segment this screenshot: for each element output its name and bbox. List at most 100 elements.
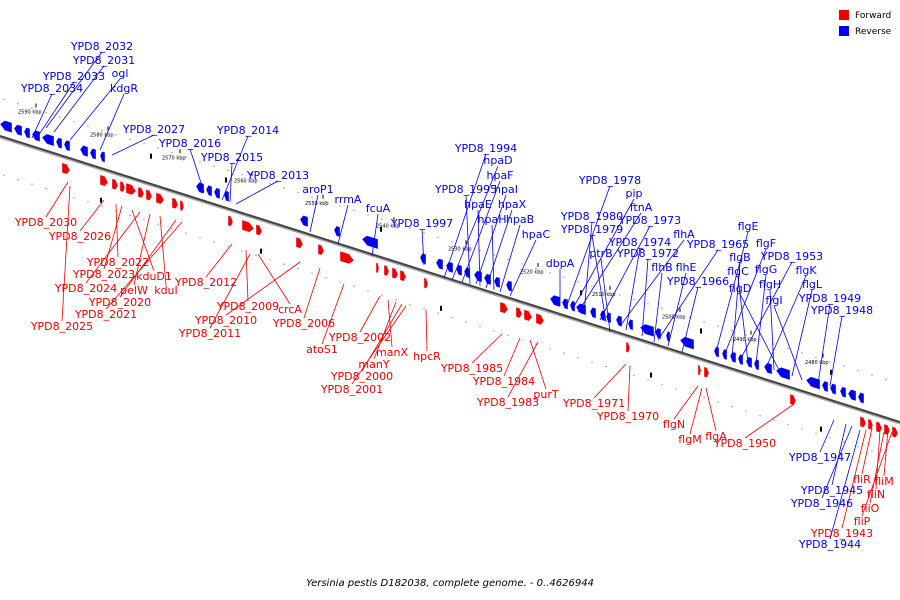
guide-dot-upper: [591, 285, 593, 287]
gene-tick-mark: [440, 305, 442, 311]
guide-dot-lower: [241, 250, 243, 252]
guide-dot-upper: [605, 289, 607, 292]
reverse-gene-8-label: YPD8_2014: [216, 124, 279, 137]
forward-gene-33-label: YPD8_1950: [713, 437, 776, 450]
guide-dot-upper: [353, 209, 355, 212]
forward-gene-23-label: hpcR: [413, 350, 441, 363]
reverse-gene-16-label: hpaD: [483, 154, 512, 167]
guide-dot-upper: [549, 272, 551, 274]
reverse-gene-arrow: [445, 261, 454, 274]
forward-gene-8-label: YPD8_2020: [88, 296, 151, 309]
reverse-gene-arrow: [857, 392, 865, 404]
reverse-gene-33-label: YPD8_1974: [608, 236, 671, 249]
reverse-gene-40-leader: [715, 231, 749, 353]
reverse-gene-26-label: pip: [625, 187, 642, 200]
guide-dot-lower: [367, 290, 369, 292]
guide-dot-upper: [31, 107, 33, 109]
guide-dot-lower: [479, 325, 481, 328]
reverse-gene-arrow: [729, 351, 737, 364]
kbp-tick-label: 2530 kbp: [448, 246, 472, 252]
reverse-gene-37-label: flhB: [651, 261, 672, 274]
guide-dot-upper: [815, 356, 817, 359]
reverse-gene-30-leader: [591, 234, 607, 323]
guide-dot-lower: [717, 401, 719, 403]
reverse-gene-11-label: aroP1: [302, 183, 333, 196]
forward-gene-15-label: YPD8_2006: [272, 317, 335, 330]
forward-gene-34-leader: [861, 427, 873, 475]
forward-gene-8-leader: [119, 219, 177, 298]
forward-gene-29-label: YPD8_1970: [596, 410, 659, 423]
reverse-gene-27-leader: [577, 212, 642, 313]
guide-dot-lower: [563, 352, 565, 354]
guide-dot-lower: [395, 299, 397, 301]
reverse-gene-2-leader: [37, 81, 75, 137]
forward-gene-14-leader: [225, 261, 301, 316]
guide-dot-upper: [437, 236, 439, 238]
reverse-gene-20-label: hpaE: [464, 198, 492, 211]
guide-dot-upper: [451, 240, 453, 243]
reverse-gene-44-leader: [737, 276, 749, 363]
guide-dot-lower: [269, 259, 271, 261]
legend: Forward Reverse: [839, 10, 892, 37]
reverse-gene-14-leader: [421, 228, 425, 266]
reverse-gene-13-leader: [371, 213, 379, 257]
reverse-gene-35-leader: [600, 258, 611, 333]
reverse-gene-28-leader: [583, 221, 593, 315]
guide-dot-lower: [199, 236, 201, 239]
guide-dot-lower: [829, 437, 831, 439]
forward-gene-38-label: fliP: [854, 515, 871, 528]
forward-gene-0-leader: [45, 181, 69, 218]
reverse-gene-arrow: [639, 323, 655, 338]
reverse-gene-34-label: YPD8_1965: [686, 238, 749, 251]
forward-gene-4-label: kduD1: [136, 270, 172, 283]
forward-gene-arrow: [875, 421, 883, 433]
forward-gene-arrow: [891, 426, 899, 438]
forward-gene-7-leader: [159, 215, 167, 286]
guide-dot-lower: [731, 405, 733, 408]
guide-dot-upper: [17, 103, 19, 105]
reverse-gene-26-leader: [571, 198, 635, 311]
kbp-tick-label: 2510 kbp: [592, 292, 616, 298]
guide-dot-lower: [689, 392, 691, 394]
guide-dot-lower: [3, 174, 5, 176]
reverse-gene-48-label: flgD: [729, 282, 751, 295]
reverse-gene-arrow: [299, 215, 309, 228]
forward-gene-17-leader: [321, 283, 345, 345]
legend-reverse-swatch: [839, 26, 849, 36]
reverse-gene-10-leader: [235, 180, 279, 205]
kbp-tick-label: 2590 kbp: [18, 110, 42, 116]
reverse-gene-32-label: dbpA: [546, 257, 575, 270]
forward-gene-19-label: manX: [376, 346, 408, 359]
reverse-gene-50-label: flgI: [765, 294, 782, 307]
reverse-gene-28-label: YPD8_1980: [560, 210, 623, 223]
reverse-gene-arrow: [483, 273, 492, 286]
forward-gene-arrow: [867, 418, 874, 431]
forward-gene-5-leader: [85, 211, 141, 284]
reverse-gene-27-label: ftnA: [630, 201, 653, 214]
reverse-gene-arrow: [13, 124, 23, 137]
guide-dot-upper: [339, 205, 341, 207]
guide-dot-lower: [773, 419, 775, 421]
forward-gene-1-leader: [79, 199, 105, 232]
reverse-gene-arrow: [615, 315, 623, 327]
guide-dot-upper: [745, 334, 747, 336]
reverse-gene-arrow: [829, 383, 837, 395]
reverse-gene-6-leader: [111, 134, 155, 156]
guide-dot-lower: [73, 196, 75, 199]
guide-dot-upper: [143, 143, 145, 145]
reverse-gene-arrow: [575, 303, 587, 316]
guide-dot-lower: [675, 388, 677, 390]
forward-gene-9-leader: [105, 221, 183, 310]
reverse-gene-arrow: [99, 151, 106, 163]
forward-gene-18-leader: [359, 295, 381, 333]
forward-gene-10-leader: [61, 185, 71, 322]
guide-dot-lower: [31, 183, 33, 185]
guide-dot-upper: [801, 352, 803, 354]
reverse-gene-44-label: flgC: [727, 265, 749, 278]
gene-tick-mark: [580, 290, 582, 296]
reverse-gene-39-leader: [681, 286, 699, 353]
guide-dot-upper: [129, 138, 131, 141]
kbp-ticks: 2590 kbp 2580 kbp 2570 kbp 2560 kbp 2550 kbp…: [18, 103, 832, 432]
guide-dot-lower: [339, 281, 341, 283]
guide-dot-lower: [255, 254, 257, 257]
